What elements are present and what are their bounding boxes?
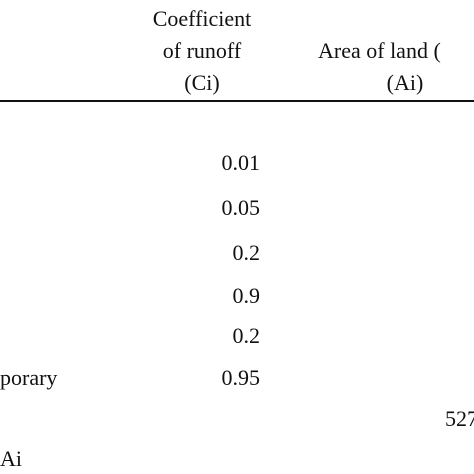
coefficient-value: 0.95 <box>221 365 261 390</box>
coefficient-value: 0.2 <box>232 323 261 348</box>
total-value-fragment: 527 <box>445 406 474 431</box>
coefficient-value: 0.2 <box>232 240 261 265</box>
coefficient-value: 0.01 <box>221 150 261 175</box>
header-coefficient-line1: Coefficient <box>152 6 252 31</box>
coefficient-value: 0.05 <box>221 195 261 220</box>
header-coefficient-line3: (Ci) <box>184 70 220 95</box>
header-area-line1: Area of land ( <box>318 38 441 63</box>
header-rule <box>0 100 474 102</box>
footer-fragment: Ai <box>0 446 22 471</box>
header-coefficient-line2: of runoff <box>162 38 242 63</box>
row-label-fragment: porary <box>0 365 58 390</box>
header-area-line2: (Ai) <box>386 70 424 95</box>
coefficient-value: 0.9 <box>232 283 261 308</box>
